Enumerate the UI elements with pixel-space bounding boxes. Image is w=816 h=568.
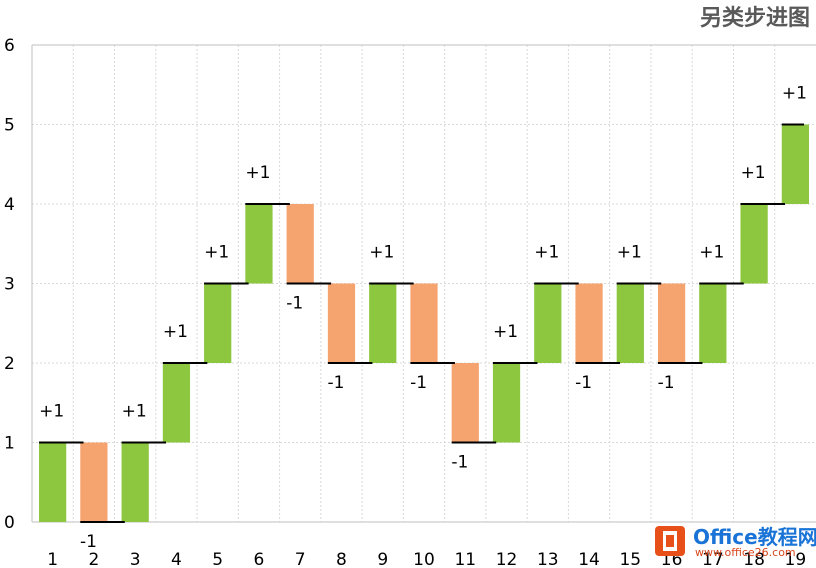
x-tick-label: 5 bbox=[212, 550, 223, 568]
step-bar bbox=[121, 442, 149, 522]
data-label: +1 bbox=[493, 322, 518, 342]
watermark: Office教程网 www.office26.com bbox=[651, 520, 816, 564]
data-label: -1 bbox=[410, 373, 427, 393]
y-tick-label: 6 bbox=[4, 36, 15, 56]
step-bar bbox=[245, 204, 273, 284]
step-bar bbox=[451, 363, 479, 443]
step-bar bbox=[162, 363, 191, 443]
office-logo-icon bbox=[655, 526, 685, 556]
watermark-name: Office教程网 bbox=[693, 525, 816, 549]
chart-title: 另类步进图 bbox=[699, 6, 810, 31]
step-bar bbox=[534, 283, 562, 363]
step-bar bbox=[80, 442, 108, 522]
x-tick-label: 7 bbox=[295, 550, 306, 568]
x-tick-label: 10 bbox=[413, 550, 435, 568]
step-bar bbox=[781, 124, 809, 204]
data-label: +1 bbox=[163, 322, 188, 342]
y-tick-label: 4 bbox=[4, 195, 15, 215]
x-tick-label: 6 bbox=[254, 550, 265, 568]
data-label: -1 bbox=[451, 453, 468, 473]
x-tick-label: 4 bbox=[171, 550, 182, 568]
x-tick-label: 15 bbox=[619, 550, 641, 568]
step-bar bbox=[616, 283, 644, 363]
step-bars bbox=[39, 124, 809, 522]
data-label: +1 bbox=[369, 243, 394, 263]
x-tick-label: 14 bbox=[578, 550, 600, 568]
data-label: -1 bbox=[286, 294, 303, 314]
x-tick-label: 2 bbox=[88, 550, 99, 568]
data-label: +1 bbox=[39, 402, 64, 422]
data-label: +1 bbox=[245, 163, 270, 183]
x-axis-labels: 1 2 3 4 5 6 7 8 9 10 11 12 13 14 15 16 17 18 19 bbox=[47, 550, 806, 568]
y-tick-label: 5 bbox=[4, 116, 15, 136]
step-bar bbox=[575, 283, 603, 363]
data-label: +1 bbox=[699, 243, 724, 263]
x-tick-label: 18 bbox=[743, 550, 765, 568]
step-bar bbox=[657, 283, 686, 363]
data-label: +1 bbox=[122, 402, 147, 422]
x-tick-label: 19 bbox=[785, 550, 807, 568]
y-axis-labels: 0 1 2 3 4 5 6 bbox=[4, 36, 15, 533]
data-label: -1 bbox=[658, 373, 675, 393]
step-bar bbox=[369, 283, 397, 363]
x-tick-label: 13 bbox=[537, 550, 559, 568]
step-bar bbox=[410, 283, 438, 363]
data-label: +1 bbox=[534, 243, 559, 263]
data-label: +1 bbox=[782, 84, 807, 104]
step-bar bbox=[740, 204, 768, 284]
data-labels: +1 -1 +1 +1 +1 +1 -1 -1 +1 -1 -1 +1 +1 -1 +1 -1 +1 +1 +1 bbox=[39, 84, 807, 553]
step-bar bbox=[699, 283, 727, 363]
step-bar bbox=[286, 204, 314, 284]
data-label: -1 bbox=[575, 373, 592, 393]
data-label: -1 bbox=[328, 373, 345, 393]
y-tick-label: 0 bbox=[4, 513, 15, 533]
x-tick-label: 8 bbox=[336, 550, 347, 568]
x-tick-label: 3 bbox=[130, 550, 141, 568]
y-tick-label: 3 bbox=[4, 275, 15, 295]
step-bar bbox=[39, 442, 67, 522]
gridlines bbox=[31, 44, 816, 523]
data-label: +1 bbox=[741, 163, 766, 183]
x-tick-label: 12 bbox=[496, 550, 518, 568]
watermark-url: www.office26.com bbox=[695, 546, 796, 559]
data-label: -1 bbox=[80, 532, 97, 552]
step-bar bbox=[327, 283, 356, 363]
data-label: +1 bbox=[617, 243, 642, 263]
x-tick-label: 17 bbox=[702, 550, 724, 568]
x-tick-label: 9 bbox=[377, 550, 388, 568]
step-bar bbox=[492, 363, 521, 443]
x-tick-label: 11 bbox=[454, 550, 476, 568]
step-bar bbox=[204, 283, 232, 363]
data-label: +1 bbox=[204, 243, 229, 263]
x-tick-label: 1 bbox=[47, 550, 58, 568]
y-tick-label: 1 bbox=[4, 434, 15, 454]
y-tick-label: 2 bbox=[4, 354, 15, 374]
step-lines bbox=[39, 123, 804, 523]
